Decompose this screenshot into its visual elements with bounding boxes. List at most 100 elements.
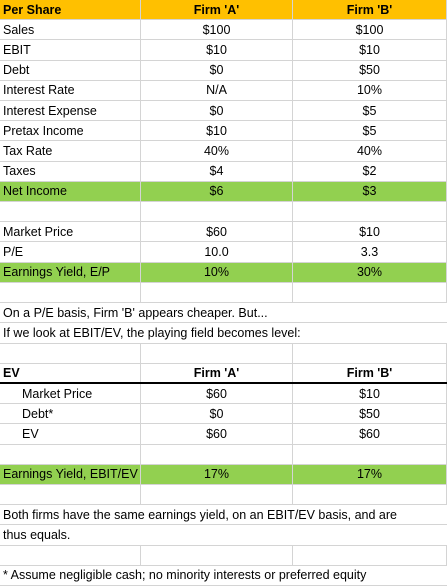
cell-value: $5 [292, 101, 447, 121]
row-label: Earnings Yield, E/P [3, 265, 111, 280]
cell-value: $60 [292, 424, 447, 444]
empty-cell [0, 283, 140, 302]
empty-cell [140, 484, 292, 505]
empty-cell [292, 202, 447, 222]
row-label: Sales [3, 22, 35, 37]
cell-value: $6 [140, 181, 292, 202]
cell-value: $2 [292, 161, 447, 181]
row-label: EV [22, 426, 39, 441]
row: P/E 10.0 3.3 [0, 242, 447, 263]
cell-value: $100 [140, 20, 292, 40]
cell-value: Firm 'A' [140, 0, 292, 20]
empty-cell [140, 545, 292, 565]
empty-cell [292, 343, 447, 363]
note-text: On a P/E basis, Firm 'B' appears cheaper… [3, 305, 268, 320]
row-label: Pretax Income [3, 123, 84, 138]
row-label: P/E [3, 245, 24, 260]
empty-cell [0, 445, 140, 464]
cell-value: $50 [292, 60, 447, 80]
cell-value: $10 [140, 121, 292, 141]
cell-value: 10% [140, 262, 292, 282]
row: EV Firm 'A' Firm 'B' [0, 363, 447, 384]
empty-cell [0, 202, 140, 221]
cell-value: Firm 'B' [292, 0, 447, 20]
note-text: Both firms have the same earnings yield,… [3, 507, 397, 522]
cell-value: $10 [292, 222, 447, 242]
cell-value: $3 [292, 181, 447, 202]
row: Sales $100 $100 [0, 20, 447, 41]
empty-cell [292, 484, 447, 505]
row-label: Debt* [22, 406, 54, 421]
row: On a P/E basis, Firm 'B' appears cheaper… [0, 303, 447, 324]
cell-value: Firm 'A' [140, 363, 292, 382]
cell-value: 17% [292, 464, 447, 484]
note-text: If we look at EBIT/EV, the playing field… [3, 325, 301, 340]
row: Debt $0 $50 [0, 60, 447, 81]
empty-cell [0, 344, 140, 363]
row-label: Per Share [3, 2, 62, 17]
cell-value: $5 [292, 121, 447, 141]
empty-cell [140, 282, 292, 303]
row-label: Market Price [3, 224, 74, 239]
cell-value: 30% [292, 262, 447, 282]
empty-cell [140, 343, 292, 363]
row: Per Share Firm 'A' Firm 'B' [0, 0, 447, 21]
empty-cell [292, 545, 447, 565]
row-label: Taxes [3, 164, 36, 179]
row [0, 282, 447, 304]
row: Market Price $60 $10 [0, 383, 447, 405]
row: Net Income $6 $3 [0, 181, 447, 203]
row: Earnings Yield, E/P 10% 30% [0, 262, 447, 283]
row [0, 484, 447, 506]
row: Debt* $0 $50 [0, 404, 447, 425]
row [0, 202, 447, 223]
cell-value: 40% [292, 141, 447, 161]
row-label: Earnings Yield, EBIT/EV [3, 467, 138, 482]
note-text: * Assume negligible cash; no minority in… [3, 568, 367, 583]
cell-value: 17% [140, 464, 292, 484]
cell-value: $0 [140, 60, 292, 80]
row: Interest Expense $0 $5 [0, 101, 447, 122]
empty-cell [140, 444, 292, 464]
cell-value: 10% [292, 80, 447, 101]
cell-value: $10 [292, 40, 447, 60]
row-label: Interest Rate [3, 83, 75, 98]
cell-value: N/A [140, 80, 292, 101]
empty-cell [292, 444, 447, 464]
row: If we look at EBIT/EV, the playing field… [0, 323, 447, 344]
row: Market Price $60 $10 [0, 222, 447, 243]
row-label: Net Income [3, 184, 67, 199]
cell-value: $10 [140, 40, 292, 60]
cell-value: $4 [140, 161, 292, 181]
cell-value: $60 [140, 222, 292, 242]
cell-value: 3.3 [292, 242, 447, 262]
row-label: EV [3, 365, 20, 380]
cell-value: $0 [140, 101, 292, 121]
cell-value: 10.0 [140, 242, 292, 262]
cell-value: $60 [140, 383, 292, 404]
cell-value: $60 [140, 424, 292, 444]
row: Earnings Yield, EBIT/EV 17% 17% [0, 464, 447, 485]
empty-cell [0, 546, 140, 565]
cell-value: $0 [140, 404, 292, 424]
row-label: Tax Rate [3, 144, 53, 159]
cell-value: 40% [140, 141, 292, 161]
row [0, 444, 447, 465]
row [0, 343, 447, 364]
row: EV $60 $60 [0, 424, 447, 445]
row: thus equals. [0, 525, 447, 546]
row: Both firms have the same earnings yield,… [0, 505, 447, 526]
cell-value: $10 [292, 383, 447, 404]
row: Taxes $4 $2 [0, 161, 447, 182]
row: * Assume negligible cash; no minority in… [0, 566, 447, 586]
row: Pretax Income $10 $5 [0, 121, 447, 142]
note-text: thus equals. [3, 527, 71, 542]
row-label: Interest Expense [3, 103, 97, 118]
cell-value: $50 [292, 404, 447, 424]
row: EBIT $10 $10 [0, 40, 447, 61]
row-label: EBIT [3, 43, 31, 57]
cell-value: Firm 'B' [292, 363, 447, 382]
row: Tax Rate 40% 40% [0, 141, 447, 162]
cell-value: $100 [292, 20, 447, 40]
